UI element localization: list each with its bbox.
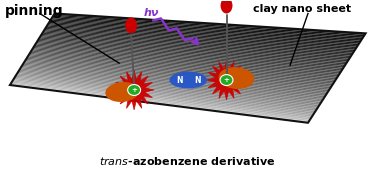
- Polygon shape: [15, 75, 316, 112]
- Polygon shape: [42, 33, 350, 59]
- Polygon shape: [40, 35, 348, 62]
- Polygon shape: [50, 19, 361, 42]
- Ellipse shape: [220, 0, 232, 13]
- Polygon shape: [16, 74, 317, 111]
- Polygon shape: [29, 54, 333, 86]
- Polygon shape: [24, 61, 327, 94]
- Polygon shape: [34, 44, 341, 74]
- Polygon shape: [17, 72, 319, 108]
- Text: pinning: pinning: [5, 4, 64, 18]
- Polygon shape: [26, 58, 330, 90]
- Polygon shape: [45, 28, 354, 53]
- Polygon shape: [37, 41, 344, 69]
- Polygon shape: [46, 27, 355, 51]
- Polygon shape: [29, 53, 334, 84]
- Polygon shape: [27, 56, 331, 89]
- Polygon shape: [53, 16, 364, 38]
- Polygon shape: [41, 34, 349, 60]
- Polygon shape: [34, 46, 340, 75]
- Polygon shape: [17, 73, 318, 109]
- Text: +: +: [223, 77, 229, 83]
- Polygon shape: [54, 13, 366, 35]
- Polygon shape: [35, 43, 342, 72]
- Polygon shape: [18, 71, 319, 106]
- Polygon shape: [38, 38, 345, 66]
- Polygon shape: [28, 55, 332, 87]
- Polygon shape: [40, 36, 347, 63]
- Polygon shape: [14, 77, 315, 114]
- Text: hν: hν: [143, 8, 159, 18]
- Polygon shape: [10, 84, 309, 123]
- Text: N: N: [194, 76, 200, 85]
- Polygon shape: [20, 68, 321, 103]
- Polygon shape: [48, 23, 358, 47]
- Ellipse shape: [218, 67, 254, 89]
- Polygon shape: [31, 50, 336, 81]
- Polygon shape: [207, 60, 246, 100]
- Polygon shape: [49, 22, 359, 45]
- Ellipse shape: [105, 82, 139, 102]
- Polygon shape: [37, 40, 344, 68]
- Polygon shape: [44, 29, 353, 54]
- Polygon shape: [39, 37, 346, 65]
- Polygon shape: [43, 30, 352, 56]
- Polygon shape: [43, 31, 351, 57]
- Text: clay nano sheet: clay nano sheet: [253, 4, 352, 13]
- Polygon shape: [114, 70, 154, 110]
- Polygon shape: [11, 83, 310, 121]
- Polygon shape: [11, 81, 311, 120]
- Polygon shape: [51, 18, 362, 41]
- Polygon shape: [14, 78, 314, 115]
- Polygon shape: [31, 49, 337, 80]
- Polygon shape: [19, 69, 321, 105]
- Ellipse shape: [128, 85, 141, 95]
- Polygon shape: [36, 42, 342, 71]
- Polygon shape: [46, 25, 356, 50]
- Polygon shape: [50, 21, 360, 44]
- Polygon shape: [20, 67, 322, 102]
- Ellipse shape: [220, 75, 233, 86]
- Ellipse shape: [125, 18, 137, 33]
- Polygon shape: [53, 15, 365, 36]
- Polygon shape: [22, 65, 324, 99]
- Polygon shape: [21, 66, 323, 100]
- Polygon shape: [30, 52, 335, 83]
- Polygon shape: [12, 80, 312, 118]
- Text: +: +: [131, 87, 137, 93]
- Polygon shape: [25, 60, 328, 93]
- Text: $\mathit{trans}$-azobenzene derivative: $\mathit{trans}$-azobenzene derivative: [99, 155, 276, 167]
- Polygon shape: [47, 24, 357, 48]
- Text: N: N: [176, 76, 183, 85]
- Ellipse shape: [169, 72, 207, 89]
- Polygon shape: [26, 59, 329, 92]
- Polygon shape: [23, 64, 325, 97]
- Polygon shape: [13, 79, 313, 117]
- Polygon shape: [32, 48, 338, 78]
- Polygon shape: [52, 17, 363, 39]
- Polygon shape: [33, 47, 339, 77]
- Polygon shape: [23, 62, 326, 96]
